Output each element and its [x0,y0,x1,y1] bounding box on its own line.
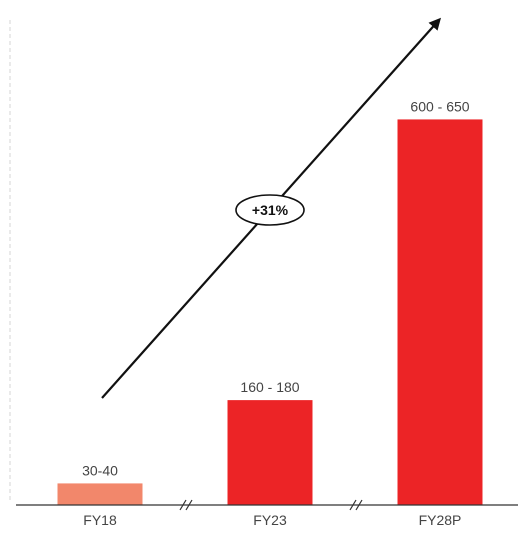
bar-fy23 [227,400,313,505]
axis-break-1 [179,499,193,511]
axis-break-stroke [185,499,193,511]
bars-group [57,119,483,505]
cagr-annotation: +31% [235,194,305,226]
category-label-fy18: FY18 [83,512,117,528]
category-label-fy23: FY23 [253,512,287,528]
axis-breaks-group [179,499,363,511]
bar-fy18 [57,483,143,505]
category-labels-group: FY18 FY23 FY28P [83,512,461,528]
cagr-label: +31% [252,202,289,218]
value-labels-group: 30-40 160 - 180 600 - 650 [82,98,470,478]
value-label-fy18: 30-40 [82,462,118,478]
axis-break-2 [349,499,363,511]
axis-break-stroke [179,499,187,511]
axis-break-stroke [349,499,357,511]
axis-break-stroke [355,499,363,511]
value-label-fy28p: 600 - 650 [410,98,469,114]
bar-fy28p [397,119,483,505]
cagr-oval [235,194,305,226]
category-label-fy28p: FY28P [419,512,462,528]
value-label-fy23: 160 - 180 [240,379,299,395]
